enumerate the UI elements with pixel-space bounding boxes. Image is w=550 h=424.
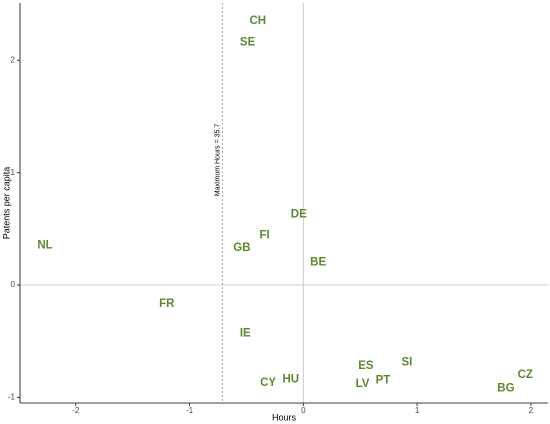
point-label: PT xyxy=(376,375,391,387)
y-axis-label: Patents per capita xyxy=(1,167,11,240)
y-tick-label: 2 xyxy=(11,55,16,64)
point-label: SE xyxy=(240,36,256,48)
point-label: NL xyxy=(37,240,52,252)
point-label: ES xyxy=(358,360,374,372)
x-axis-label: Hours xyxy=(272,412,297,422)
point-label: IE xyxy=(240,327,251,339)
x-tick-label: -2 xyxy=(72,406,80,415)
point-label: BE xyxy=(310,257,326,269)
point-label: FR xyxy=(159,298,175,310)
point-label: CZ xyxy=(518,369,533,381)
point-label: SI xyxy=(401,357,412,369)
point-label: GB xyxy=(233,242,250,254)
point-label: CH xyxy=(250,15,267,27)
threshold-label: Maximum Hours = 35.7 xyxy=(214,124,221,197)
y-tick-label: -1 xyxy=(8,392,16,401)
point-label: HU xyxy=(283,373,300,385)
point-label: CY xyxy=(260,377,276,389)
x-tick-label: 2 xyxy=(529,406,534,415)
point-label: BG xyxy=(497,382,514,394)
x-tick-label: 1 xyxy=(415,406,420,415)
point-label: LV xyxy=(356,378,370,390)
y-tick-label: 1 xyxy=(11,168,16,177)
point-label: FI xyxy=(260,230,270,242)
x-tick-label: -1 xyxy=(186,406,194,415)
y-tick-label: 0 xyxy=(11,280,16,289)
x-tick-label: 0 xyxy=(301,406,306,415)
point-label: DE xyxy=(291,208,307,220)
